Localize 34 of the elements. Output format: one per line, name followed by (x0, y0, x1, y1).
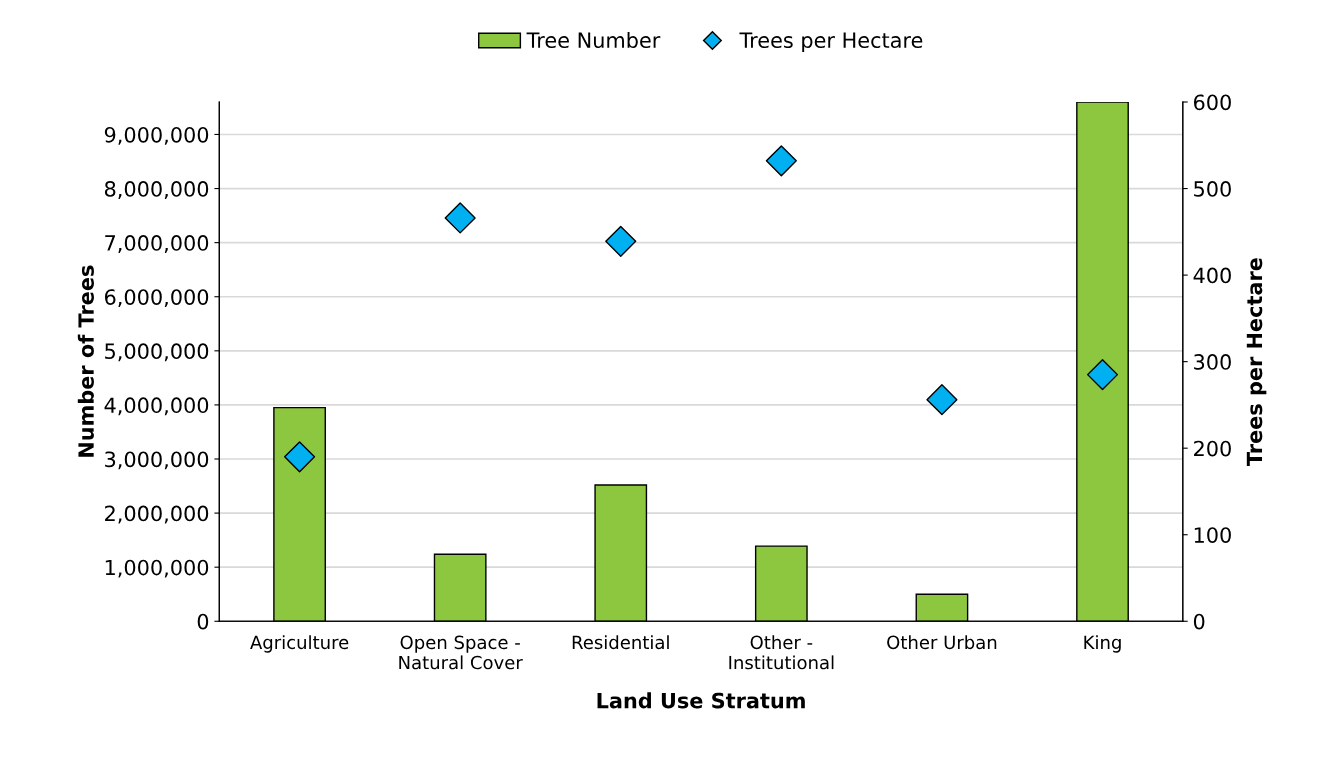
point (765, 145, 797, 177)
y2-tick-label: 400 (1193, 267, 1231, 284)
y-tick-label: 4,000,000 (104, 397, 209, 416)
y-tick-label: 6,000,000 (104, 289, 209, 308)
y2-tick-label: 500 (1194, 181, 1231, 197)
x-tick-label: Open Space - Natural Cover (399, 635, 523, 670)
y-tick-label: 8,000,000 (104, 181, 209, 199)
legend-label: Tree Number (526, 31, 661, 49)
point (283, 441, 316, 473)
y-tick-label: 2,000,000 (105, 505, 209, 524)
legend-label: Trees per Hectare (739, 32, 923, 53)
y-tick-label: 1,000,000 (105, 559, 209, 578)
x-tick-label: Agriculture (250, 635, 349, 653)
x-tick-label: Residential (572, 635, 669, 650)
y2-axis-title: Trees per Hectare (1246, 258, 1267, 467)
point (926, 384, 958, 416)
y-tick-label: 3,000,000 (105, 451, 209, 470)
y2-tick-label: 200 (1194, 440, 1231, 457)
y2-tick-label: 0 (1193, 613, 1205, 630)
y-axis-title: Number of Trees (77, 265, 94, 457)
x-tick-label: Other Urban (887, 635, 997, 650)
x-tick-label: Other - Institutional (729, 635, 834, 670)
y-tick-label: 0 (197, 613, 209, 630)
y-tick-label: 9,000,000 (104, 126, 209, 145)
point (444, 202, 476, 234)
y2-tick-label: 300 (1194, 354, 1231, 370)
y-tick-label: 7,000,000 (105, 235, 209, 253)
x-axis-title: Land Use Stratum (597, 692, 805, 709)
point (1086, 359, 1119, 391)
x-tick-label: King (1084, 635, 1121, 653)
point (605, 225, 637, 257)
y2-tick-label: 100 (1194, 527, 1231, 543)
y-tick-label: 5,000,000 (105, 343, 209, 362)
y2-tick-label: 600 (1193, 94, 1231, 111)
